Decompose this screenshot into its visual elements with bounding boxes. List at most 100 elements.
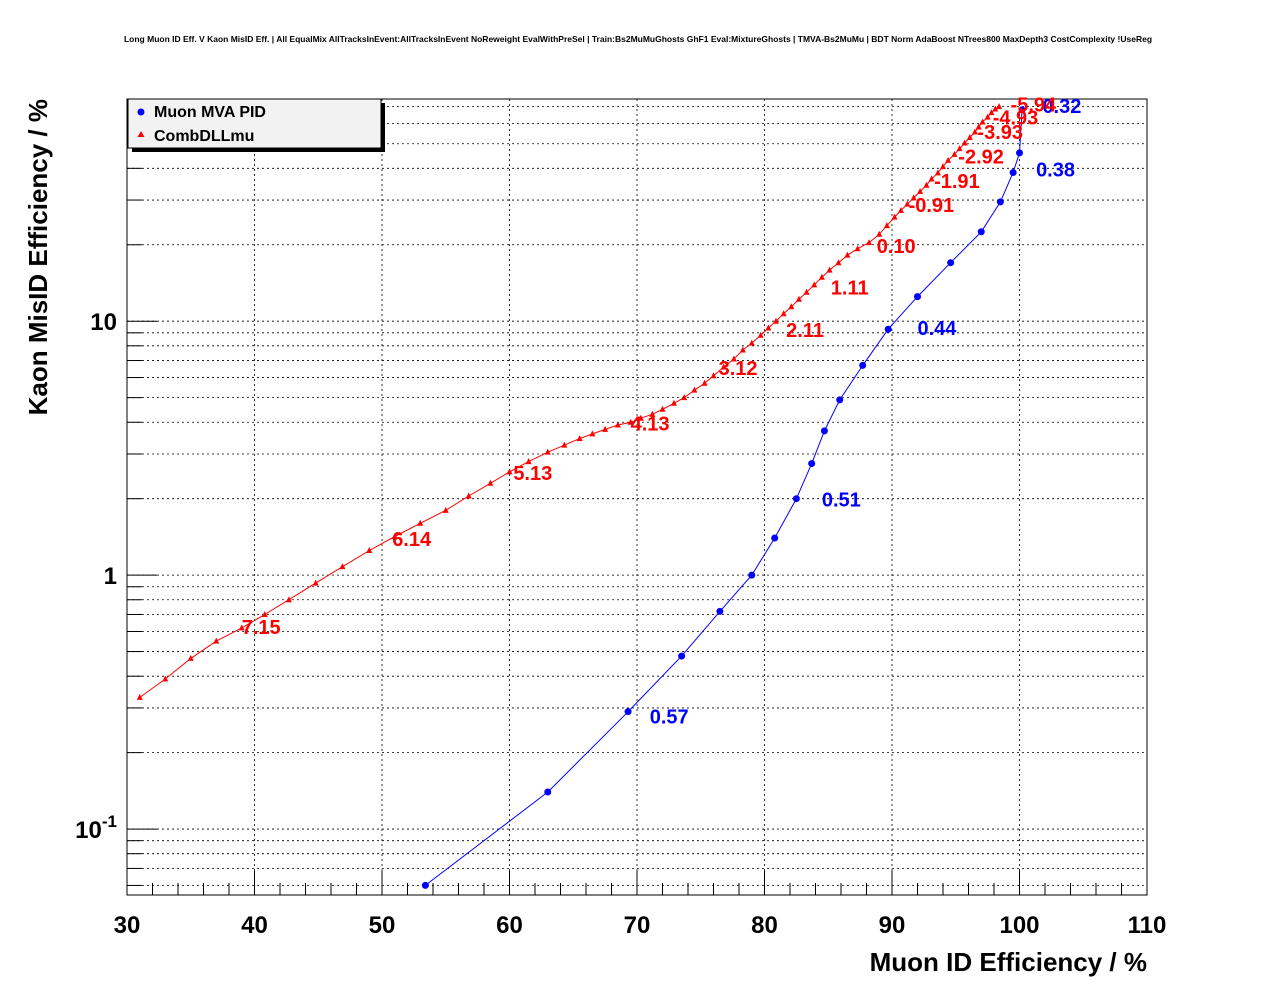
data-point: [544, 788, 552, 796]
legend-marker-muon-mva: [137, 108, 145, 116]
data-point: [977, 228, 985, 236]
y-tick-label: 10: [90, 309, 117, 336]
data-point: [788, 303, 795, 310]
data-point: [883, 222, 890, 229]
data-point: [659, 405, 666, 412]
data-point: [624, 708, 632, 716]
data-point: [465, 492, 472, 499]
data-point: [826, 266, 833, 273]
data-point: [811, 281, 818, 288]
data-point: [988, 109, 995, 116]
data-point: [904, 200, 911, 207]
data-point: [716, 607, 724, 615]
data-point: [589, 430, 596, 437]
data-point: [917, 188, 924, 195]
legend-box: [127, 98, 382, 149]
point-annotation: 2.11: [786, 320, 824, 342]
series-0: [421, 106, 1026, 889]
data-point: [808, 460, 816, 468]
series-line: [139, 106, 1000, 698]
point-annotations: 0.57 0.51 0.44 0.38 0.32 7.15 6.14 5.13 4.13 3.12…: [242, 95, 1082, 729]
data-point: [442, 506, 449, 513]
point-annotation: 0.10: [877, 236, 916, 258]
data-point: [238, 624, 245, 631]
data-point: [1016, 149, 1023, 157]
data-point: [421, 881, 429, 889]
data-point: [876, 230, 883, 237]
series-1: [136, 103, 1003, 700]
data-point: [730, 355, 737, 362]
data-point: [891, 213, 898, 220]
data-point: [681, 394, 688, 401]
data-point: [836, 396, 844, 404]
series-line: [424, 109, 1023, 886]
data-point: [792, 495, 800, 503]
x-tick-label: 80: [751, 912, 778, 939]
data-point: [701, 379, 708, 386]
data-point: [844, 251, 851, 258]
data-point: [945, 156, 952, 163]
data-point: [187, 654, 194, 661]
data-point: [818, 273, 825, 280]
x-tick-label: 110: [1128, 912, 1167, 939]
data-point: [928, 175, 935, 182]
point-annotation: 7.15: [242, 617, 281, 639]
data-point: [940, 163, 946, 170]
point-annotation: 5.13: [513, 463, 552, 485]
chart-title: Long Muon ID Eff. V Kaon MisID Eff. | Al…: [124, 34, 1152, 44]
data-point: [966, 133, 973, 140]
data-point: [739, 346, 746, 353]
data-point: [339, 563, 346, 570]
data-point: [576, 435, 583, 442]
y-axis-label: Kaon MisID Efficiency / %: [23, 99, 53, 415]
legend-label-muon-mva: Muon MVA PID: [154, 104, 266, 121]
grid: [127, 99, 1147, 895]
point-annotation: -0.91: [909, 195, 955, 217]
point-annotation: -1.91: [934, 171, 980, 193]
data-point: [506, 468, 513, 475]
data-point: [637, 414, 644, 421]
data-point: [261, 610, 268, 617]
data-point: [417, 519, 424, 526]
data-point: [947, 259, 955, 267]
data-point: [670, 399, 677, 406]
data-point: [866, 239, 873, 246]
legend: Muon MVA PID CombDLLmu: [127, 98, 385, 152]
data-point: [772, 317, 779, 324]
data-point: [561, 441, 568, 448]
data-point: [934, 169, 941, 176]
data-point: [897, 206, 904, 213]
data-point: [602, 425, 609, 432]
x-tick-label: 40: [241, 912, 268, 939]
data-point: [691, 386, 698, 393]
data-point: [992, 105, 999, 112]
point-annotation: 1.11: [831, 277, 869, 299]
data-point: [136, 693, 143, 700]
data-point: [771, 534, 779, 542]
data-point: [1018, 106, 1026, 114]
point-annotation: -4.93: [993, 107, 1039, 129]
data-point: [971, 128, 978, 135]
data-point: [914, 293, 921, 301]
data-point: [285, 596, 292, 603]
data-point: [996, 103, 1003, 110]
data-point: [366, 547, 373, 554]
y-tick-label: 10-1: [75, 812, 117, 844]
data-point: [956, 145, 963, 152]
data-point: [765, 324, 772, 331]
data-point: [961, 139, 968, 146]
data-point: [720, 363, 727, 370]
data-point: [859, 361, 867, 369]
data-point: [525, 458, 532, 465]
point-annotation: 0.51: [822, 490, 861, 512]
point-annotation: 3.12: [719, 358, 758, 380]
data-point: [975, 123, 982, 130]
point-annotation: -3.93: [977, 122, 1023, 144]
data-point: [1009, 169, 1017, 177]
data-point: [544, 448, 551, 455]
legend-marker-combdllmu: [137, 131, 145, 137]
data-point: [910, 194, 917, 201]
y-tick-label: 1: [104, 563, 117, 590]
data-point: [627, 418, 634, 425]
